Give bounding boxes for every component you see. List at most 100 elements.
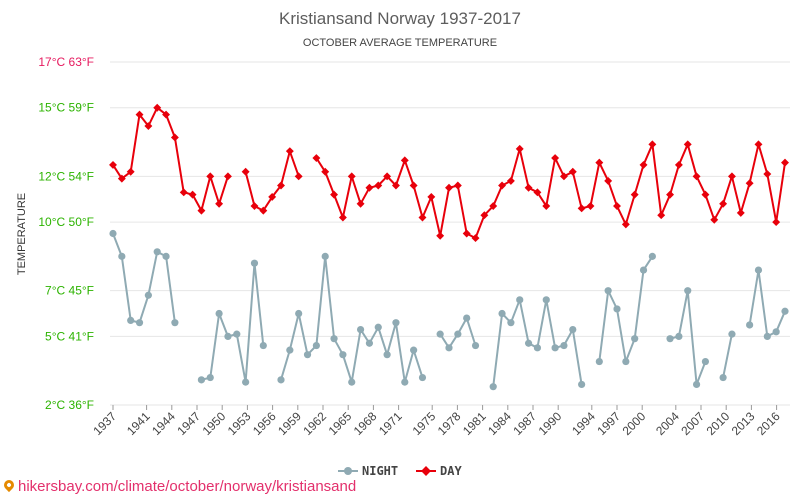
data-point[interactable]: [772, 328, 780, 336]
data-point[interactable]: [569, 325, 577, 334]
data-point[interactable]: [126, 167, 135, 176]
data-point[interactable]: [666, 190, 675, 199]
data-point[interactable]: [347, 172, 356, 181]
data-point[interactable]: [639, 266, 648, 274]
data-point[interactable]: [728, 330, 736, 338]
data-point[interactable]: [736, 208, 745, 217]
data-point[interactable]: [781, 307, 789, 315]
data-point[interactable]: [233, 330, 241, 338]
data-point[interactable]: [206, 172, 215, 181]
data-point[interactable]: [506, 176, 515, 185]
data-point[interactable]: [559, 172, 568, 181]
data-point[interactable]: [127, 316, 135, 324]
data-point[interactable]: [674, 160, 683, 169]
legend-item-day[interactable]: DAY: [416, 464, 462, 478]
data-point[interactable]: [710, 215, 719, 224]
data-point[interactable]: [179, 188, 188, 197]
data-point[interactable]: [418, 373, 427, 382]
data-point[interactable]: [515, 144, 524, 153]
data-point[interactable]: [480, 211, 489, 220]
legend-item-night[interactable]: NIGHT: [338, 464, 398, 478]
data-point[interactable]: [365, 183, 374, 192]
data-point[interactable]: [613, 305, 621, 313]
data-point[interactable]: [400, 156, 409, 165]
data-point[interactable]: [330, 190, 339, 199]
data-point[interactable]: [560, 341, 568, 350]
data-point[interactable]: [242, 378, 250, 386]
data-point[interactable]: [462, 229, 471, 238]
data-point[interactable]: [542, 202, 551, 211]
data-point[interactable]: [339, 351, 347, 359]
data-point[interactable]: [286, 346, 294, 354]
data-point[interactable]: [294, 172, 303, 181]
data-point[interactable]: [383, 172, 392, 181]
data-point[interactable]: [427, 192, 436, 201]
data-point[interactable]: [630, 190, 639, 199]
data-point[interactable]: [277, 181, 285, 190]
data-point[interactable]: [312, 154, 321, 162]
data-point[interactable]: [763, 332, 771, 340]
data-point[interactable]: [259, 206, 268, 215]
data-point[interactable]: [241, 167, 250, 176]
data-point[interactable]: [338, 213, 347, 222]
data-point[interactable]: [321, 252, 329, 260]
data-point[interactable]: [144, 122, 153, 130]
data-point[interactable]: [109, 229, 117, 238]
data-point[interactable]: [604, 287, 612, 295]
data-point[interactable]: [551, 154, 560, 162]
data-point[interactable]: [135, 110, 144, 119]
data-point[interactable]: [639, 160, 648, 169]
data-point[interactable]: [648, 140, 657, 149]
data-point[interactable]: [401, 378, 409, 386]
data-point[interactable]: [436, 330, 444, 338]
data-point[interactable]: [170, 133, 179, 142]
data-point[interactable]: [365, 339, 374, 347]
data-point[interactable]: [374, 181, 383, 190]
data-point[interactable]: [568, 167, 577, 176]
data-point[interactable]: [330, 335, 338, 343]
data-point[interactable]: [542, 296, 550, 304]
data-point[interactable]: [586, 202, 595, 211]
data-point[interactable]: [144, 291, 152, 299]
data-point[interactable]: [153, 248, 161, 256]
data-point[interactable]: [683, 140, 692, 149]
data-point[interactable]: [692, 380, 701, 389]
data-point[interactable]: [489, 202, 498, 211]
data-point[interactable]: [746, 321, 754, 329]
data-point[interactable]: [648, 252, 656, 260]
data-point[interactable]: [701, 357, 710, 366]
data-point[interactable]: [223, 172, 232, 181]
data-point[interactable]: [701, 190, 710, 199]
data-point[interactable]: [197, 376, 206, 384]
data-point[interactable]: [498, 181, 507, 190]
data-point[interactable]: [392, 319, 400, 327]
data-point[interactable]: [595, 158, 604, 167]
data-point[interactable]: [356, 199, 365, 208]
data-point[interactable]: [666, 335, 674, 343]
data-point[interactable]: [383, 351, 391, 359]
data-point[interactable]: [117, 174, 126, 183]
data-point[interactable]: [692, 172, 701, 181]
data-point[interactable]: [533, 344, 542, 352]
data-point[interactable]: [109, 160, 117, 169]
data-point[interactable]: [471, 341, 480, 350]
data-point[interactable]: [410, 346, 418, 354]
data-point[interactable]: [445, 344, 453, 352]
data-point[interactable]: [551, 344, 559, 352]
data-point[interactable]: [391, 181, 400, 190]
data-point[interactable]: [604, 176, 613, 185]
data-point[interactable]: [436, 231, 445, 240]
data-point[interactable]: [498, 309, 506, 318]
data-point[interactable]: [719, 373, 727, 382]
data-point[interactable]: [719, 199, 728, 208]
data-point[interactable]: [215, 309, 223, 318]
data-point[interactable]: [224, 332, 232, 340]
data-point[interactable]: [524, 339, 533, 347]
data-point[interactable]: [684, 287, 692, 295]
data-point[interactable]: [285, 147, 294, 156]
data-point[interactable]: [445, 183, 453, 192]
data-point[interactable]: [188, 190, 197, 199]
data-point[interactable]: [409, 181, 418, 190]
data-point[interactable]: [268, 192, 277, 201]
data-point[interactable]: [215, 199, 224, 208]
